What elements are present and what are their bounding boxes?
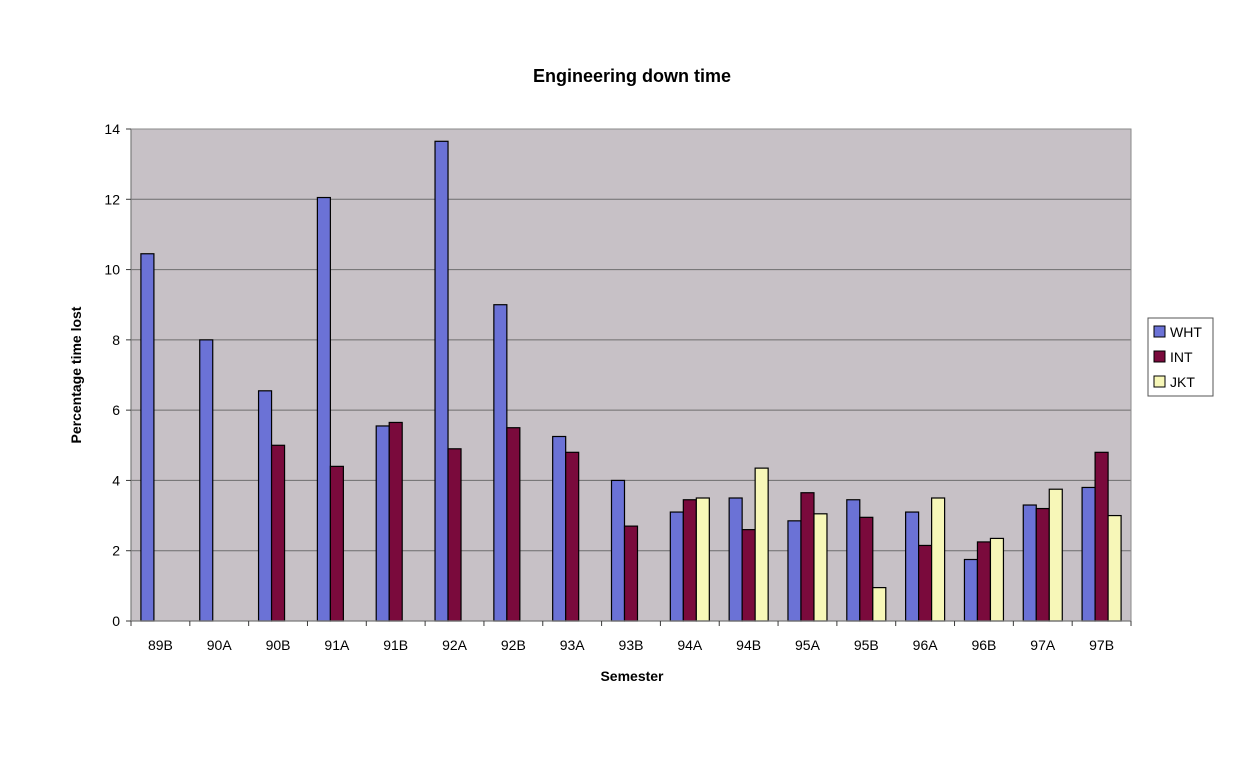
x-tick-label: 89B <box>148 637 173 653</box>
bar-jkt-95B <box>872 587 887 622</box>
bar-jkt-96B <box>989 537 1005 622</box>
y-tick-label: 2 <box>112 543 120 559</box>
bar-wht-92A <box>434 140 449 622</box>
y-tick-label: 4 <box>112 472 120 488</box>
bar-wht-91A <box>316 196 331 622</box>
bar-wht-90B <box>257 390 273 622</box>
bar-int-95A <box>800 492 815 622</box>
legend: WHT INT JKT <box>1147 317 1214 397</box>
x-tick-label: 94A <box>677 637 703 653</box>
bar-int-92B <box>506 427 521 622</box>
x-tick-label: 90A <box>207 637 233 653</box>
x-tick-label: 92B <box>501 637 526 653</box>
bar-int-91A <box>329 465 344 622</box>
x-axis-label: Semester <box>600 668 664 684</box>
bar-int-96B <box>976 541 992 622</box>
y-tick-label: 0 <box>112 613 120 629</box>
legend-label-wht: WHT <box>1170 324 1202 340</box>
bar-wht-93B <box>610 479 626 622</box>
y-tick-labels: 0 2 4 6 8 10 12 14 <box>104 121 131 629</box>
y-tick-label: 6 <box>112 402 120 418</box>
x-tick-label: 97B <box>1089 637 1114 653</box>
y-tick-label: 12 <box>104 191 120 207</box>
bar-int-94B <box>741 529 756 622</box>
bar-int-96A <box>918 544 933 622</box>
bar-jkt-95A <box>813 513 828 622</box>
y-axis-label: Percentage time lost <box>68 306 84 443</box>
bar-wht-91B <box>375 425 390 622</box>
axes <box>130 128 1132 622</box>
x-tick-label: 96B <box>971 637 996 653</box>
bar-int-91B <box>388 421 403 622</box>
x-tick-label: 93A <box>560 637 586 653</box>
x-tick-label: 91B <box>383 637 408 653</box>
bars <box>140 140 1122 622</box>
y-tick-label: 10 <box>104 262 120 278</box>
bar-wht-90A <box>199 339 214 622</box>
bar-int-93B <box>623 525 639 622</box>
bar-wht-95B <box>846 499 861 622</box>
bar-wht-94A <box>669 511 684 622</box>
bar-int-95B <box>859 516 874 622</box>
bar-jkt-94B <box>754 467 769 622</box>
bar-wht-96A <box>905 511 920 622</box>
bar-int-97B <box>1094 451 1109 622</box>
x-tick-label: 91A <box>324 637 350 653</box>
bar-int-92A <box>447 448 462 622</box>
y-tick-label: 8 <box>112 332 120 348</box>
x-tick-label: 93B <box>619 637 644 653</box>
bar-wht-97A <box>1022 504 1037 622</box>
legend-swatch-jkt <box>1153 375 1166 388</box>
bar-jkt-96A <box>931 497 946 622</box>
bar-int-94A <box>682 499 697 622</box>
bar-wht-97B <box>1081 486 1096 622</box>
chart-title: Engineering down time <box>533 66 731 86</box>
bar-int-93A <box>565 451 580 622</box>
x-tick-label: 95A <box>795 637 821 653</box>
x-tick-label: 95B <box>854 637 879 653</box>
bar-int-90B <box>270 444 286 622</box>
x-tick-label: 96A <box>913 637 939 653</box>
bar-jkt-94A <box>695 497 710 622</box>
legend-swatch-int <box>1153 350 1166 363</box>
x-tick-labels: 89B 90A 90B 91A 91B 92A 92B 93A 93B 94A 94B 95A 95B 9… <box>130 621 1132 653</box>
x-tick-label: 94B <box>736 637 761 653</box>
bar-jkt-97A <box>1048 488 1063 622</box>
x-tick-label: 92A <box>442 637 468 653</box>
bar-wht-96B <box>963 558 979 622</box>
bar-wht-92B <box>493 304 508 622</box>
x-tick-label: 97A <box>1030 637 1056 653</box>
bar-wht-94B <box>728 497 743 622</box>
bar-jkt-97B <box>1107 514 1122 622</box>
legend-swatch-wht <box>1153 325 1166 338</box>
bar-wht-95A <box>787 520 802 622</box>
legend-label-int: INT <box>1170 349 1193 365</box>
legend-label-jkt: JKT <box>1170 374 1195 390</box>
plot-border <box>130 128 1132 622</box>
bar-wht-93A <box>552 435 567 622</box>
bar-wht-89B <box>140 253 155 622</box>
y-tick-label: 14 <box>104 121 120 137</box>
bar-int-97A <box>1035 507 1050 622</box>
x-tick-label: 90B <box>266 637 291 653</box>
